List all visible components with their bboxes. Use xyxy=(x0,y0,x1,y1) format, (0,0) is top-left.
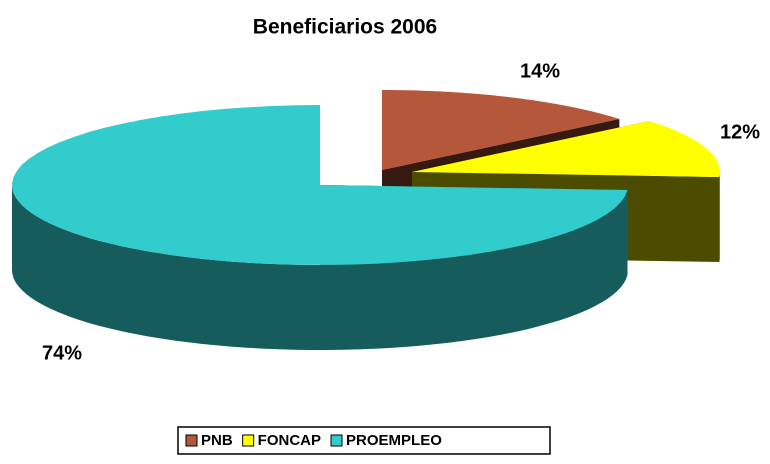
slice-side-shade xyxy=(12,185,628,350)
legend-swatch xyxy=(330,434,343,447)
data-label: 74% xyxy=(42,342,82,364)
legend-swatch xyxy=(185,434,198,447)
data-label: 14% xyxy=(520,60,560,82)
slice-top xyxy=(412,121,720,177)
legend-label: PNB xyxy=(201,432,233,449)
legend-box xyxy=(177,426,551,455)
pie-slice xyxy=(12,105,628,350)
legend-label: FONCAP xyxy=(258,432,321,449)
slice-top xyxy=(382,90,620,170)
chart-title: Beneficiarios 2006 xyxy=(253,16,437,39)
slice-top xyxy=(12,105,628,265)
data-label: 12% xyxy=(720,121,760,143)
legend-label: PROEMPLEO xyxy=(346,432,442,449)
legend-swatch xyxy=(242,434,255,447)
slice-side-shade xyxy=(719,172,720,262)
